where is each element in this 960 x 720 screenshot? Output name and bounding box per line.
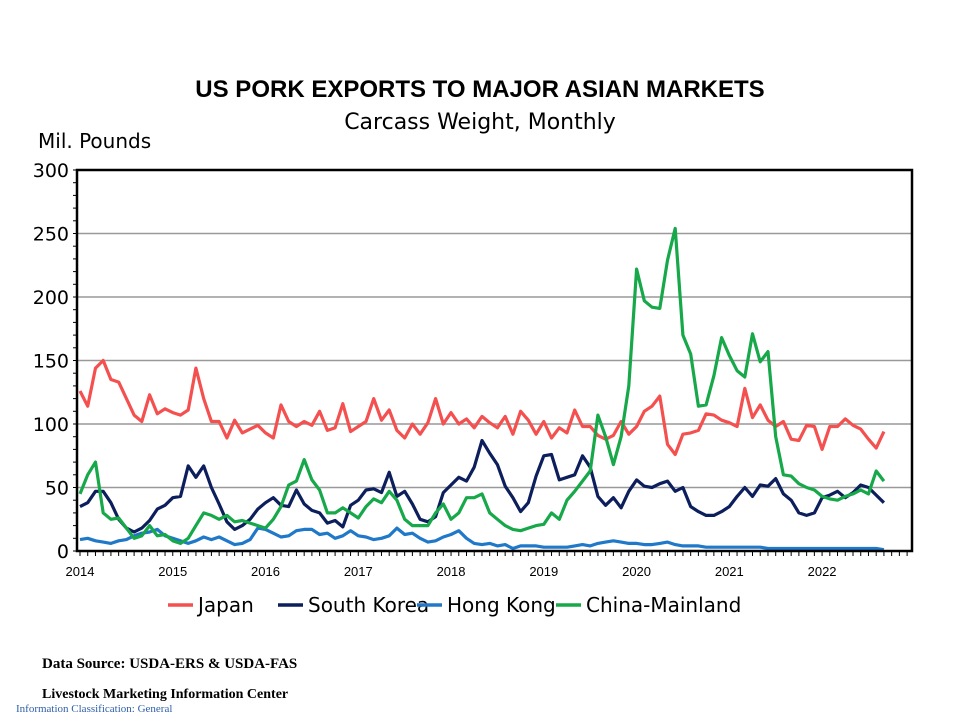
y-tick-label: 200 bbox=[33, 287, 69, 309]
data-source: Data Source: USDA-ERS & USDA-FAS bbox=[42, 656, 298, 672]
legend-label: Japan bbox=[196, 593, 254, 617]
y-tick-label: 0 bbox=[57, 541, 69, 563]
x-tick-label: 2015 bbox=[158, 564, 187, 579]
plot-area-border bbox=[75, 168, 914, 553]
y-tick-label: 300 bbox=[33, 160, 69, 182]
y-axis-label: Mil. Pounds bbox=[38, 129, 152, 153]
series-line-hong-kong bbox=[79, 526, 885, 552]
organization-name: Livestock Marketing Information Center bbox=[42, 687, 289, 702]
y-tick-label: 50 bbox=[45, 478, 69, 500]
series-line-japan bbox=[78, 358, 886, 457]
chart-subtitle: Carcass Weight, Monthly bbox=[344, 110, 616, 135]
x-tick-label: 2021 bbox=[715, 564, 744, 579]
x-tick-label: 2014 bbox=[66, 564, 95, 579]
legend-label: Hong Kong bbox=[447, 593, 556, 617]
x-tick-label: 2019 bbox=[529, 564, 558, 579]
chart-title: US PORK EXPORTS TO MAJOR ASIAN MARKETS bbox=[195, 76, 765, 103]
classification-label: Information Classification: General bbox=[16, 703, 173, 715]
x-tick-label: 2016 bbox=[251, 564, 280, 579]
series-line-south-korea bbox=[79, 438, 886, 534]
y-tick-label: 250 bbox=[33, 224, 69, 246]
x-tick-label: 2018 bbox=[437, 564, 466, 579]
x-tick-label: 2017 bbox=[344, 564, 373, 579]
y-tick-label: 100 bbox=[33, 414, 69, 436]
x-tick-label: 2022 bbox=[808, 564, 837, 579]
series-line-china-mainland bbox=[78, 226, 886, 546]
line-chart: 0 50 100 150 200 250 300 2014 2015 2016 2017 2018 20… bbox=[33, 160, 914, 617]
legend-label: South Korea bbox=[308, 593, 429, 617]
legend-label: China-Mainland bbox=[586, 593, 741, 617]
y-tick-label: 150 bbox=[33, 351, 69, 373]
x-tick-label: 2020 bbox=[622, 564, 651, 579]
